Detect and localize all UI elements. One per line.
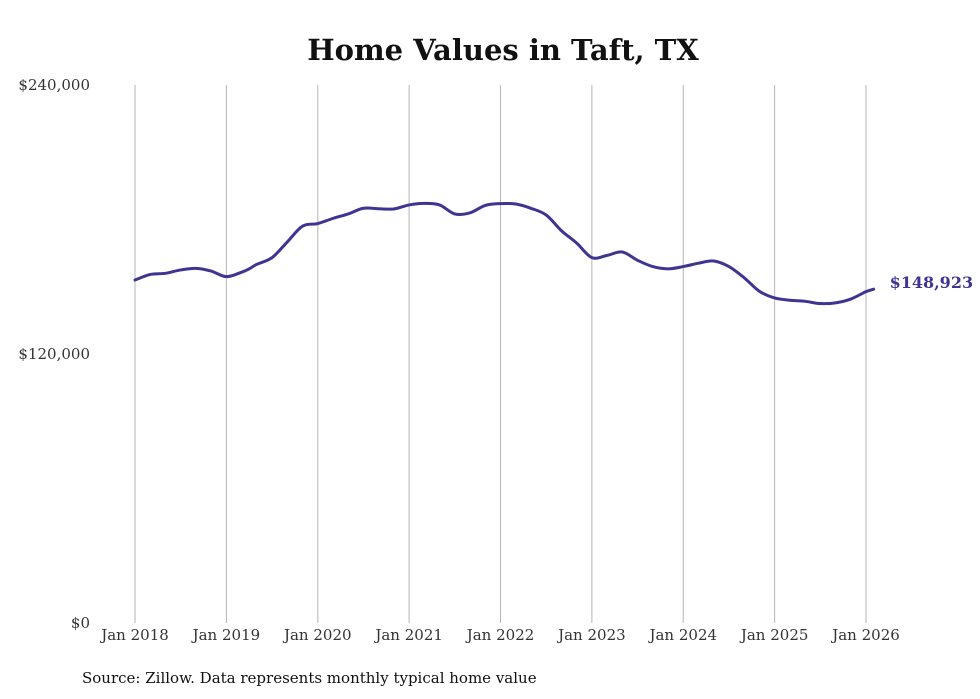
x-tick-label: Jan 2018 [99, 626, 169, 644]
x-tick-label: Jan 2023 [556, 626, 626, 644]
series-line [133, 201, 876, 306]
grid-lines [134, 85, 867, 623]
y-tick-label: $120,000 [18, 345, 90, 363]
y-axis-ticks: $0 $120,000 $240,000 [18, 76, 90, 632]
x-tick-label: Jan 2021 [373, 626, 443, 644]
series-layer: $148,923 [133, 201, 974, 306]
x-tick-label: Jan 2020 [282, 626, 352, 644]
source-note: Source: Zillow. Data represents monthly … [82, 669, 537, 687]
y-tick-label: $240,000 [18, 76, 90, 94]
x-tick-label: Jan 2026 [830, 626, 900, 644]
y-tick-label: $0 [71, 614, 90, 632]
x-tick-label: Jan 2022 [465, 626, 535, 644]
chart-title: Home Values in Taft, TX [307, 33, 699, 67]
series-end-value-label: $148,923 [890, 273, 974, 292]
x-tick-label: Jan 2019 [191, 626, 261, 644]
x-axis-ticks: Jan 2018 Jan 2019 Jan 2020 Jan 2021 Jan 2022… [99, 626, 900, 644]
x-tick-label: Jan 2025 [739, 626, 809, 644]
x-tick-label: Jan 2024 [647, 626, 717, 644]
